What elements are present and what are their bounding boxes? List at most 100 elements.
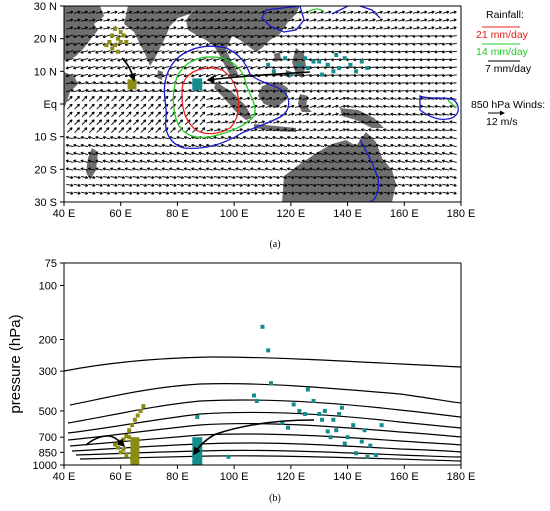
wind-vector: [250, 176, 258, 179]
wind-vector: [257, 50, 266, 54]
wind-vector: [124, 168, 133, 171]
wind-vector: [192, 103, 198, 110]
wind-vector-head: [78, 88, 82, 93]
wind-vector-head: [431, 175, 435, 180]
wind-vector: [346, 168, 354, 171]
wind-vector: [257, 42, 266, 46]
data-point: [320, 417, 325, 422]
data-point: [266, 62, 271, 67]
wind-vector-head: [217, 191, 221, 195]
wind-vector-head: [449, 73, 452, 78]
wind-vector-head: [394, 18, 398, 22]
wind-vector: [110, 152, 118, 155]
wind-vector-head: [390, 143, 394, 148]
wind-vector-head: [220, 34, 224, 39]
wind-vector: [147, 50, 155, 54]
wind-vector-head: [203, 81, 207, 85]
wind-vector: [309, 19, 317, 22]
wind-vector: [412, 136, 420, 140]
wind-vector-head: [335, 120, 339, 124]
wind-vector: [390, 129, 398, 132]
wind-vector: [287, 128, 295, 132]
wind-vector: [427, 90, 435, 92]
wind-vector-head: [320, 112, 324, 116]
wind-vector: [73, 176, 81, 179]
wind-vector-head: [284, 183, 288, 187]
contour-14mm-ne: [307, 8, 457, 109]
wind-vector-head: [102, 50, 106, 54]
wind-vector: [80, 89, 89, 93]
wind-vector-head: [419, 143, 423, 148]
wind-vector: [184, 176, 192, 179]
wind-vector: [442, 152, 450, 155]
wind-vector-head: [257, 81, 261, 85]
wind-vector-head: [301, 135, 305, 140]
wind-vector-head: [161, 159, 165, 163]
wind-vector-head: [372, 175, 376, 180]
wind-vector: [316, 35, 325, 37]
wind-vector-head: [316, 65, 320, 70]
wind-vector: [287, 50, 295, 53]
wind-vector: [302, 105, 309, 108]
wind-vector-head: [426, 34, 430, 38]
wind-vector: [427, 35, 435, 37]
wind-vector: [353, 97, 361, 100]
wind-vector-head: [353, 135, 357, 140]
wind-vector-head: [210, 104, 214, 108]
wind-vector-head: [135, 103, 139, 107]
wind-vector: [361, 82, 369, 84]
wind-vector: [183, 136, 192, 140]
wind-vector-head: [150, 119, 154, 123]
wind-vector-head: [365, 26, 369, 30]
wind-vector: [420, 191, 428, 194]
wind-vector-head: [412, 58, 416, 62]
wind-vector-head: [92, 10, 96, 14]
data-point: [132, 459, 137, 464]
wind-vector-head: [102, 74, 106, 78]
wind-vector-head: [99, 175, 103, 180]
wind-vector: [390, 43, 398, 45]
wind-vector-head: [449, 128, 453, 132]
wind-vector: [74, 111, 80, 118]
isentrope-7: [71, 442, 461, 453]
wind-vector: [242, 152, 251, 155]
wind-vector-head: [95, 58, 99, 62]
wind-vector-head: [368, 151, 372, 155]
wind-vector-head: [107, 26, 111, 30]
wind-vector-head: [124, 151, 128, 155]
wind-vector-head: [338, 167, 342, 171]
wind-vector: [361, 105, 369, 108]
wind-vector: [368, 113, 376, 116]
wind-vector-head: [92, 18, 96, 22]
wind-vector: [287, 191, 295, 194]
y-tick-label: 200: [39, 334, 57, 346]
wind-vector-head: [139, 74, 143, 78]
wind-vector-head: [247, 96, 251, 101]
wind-vector-head: [313, 26, 317, 30]
wind-vector-head: [353, 104, 357, 108]
x-tick-label: 80 E: [166, 471, 189, 483]
wind-vector-head: [397, 65, 401, 70]
wind-vector: [294, 90, 302, 92]
wind-vector: [250, 136, 258, 140]
wind-vector-head: [301, 65, 305, 70]
wind-vector-head: [294, 73, 298, 78]
wind-vector-head: [166, 10, 170, 14]
wind-vector-head: [261, 128, 265, 132]
wind-vector: [272, 121, 280, 124]
wind-vector: [228, 191, 236, 194]
wind-vector: [346, 19, 354, 22]
wind-vector: [235, 34, 244, 38]
wind-vector-head: [217, 96, 221, 101]
wind-vector-head: [427, 120, 431, 124]
wind-vector-head: [102, 135, 106, 140]
wind-vector-head: [158, 183, 162, 187]
wind-vector: [368, 97, 376, 100]
wind-vector: [161, 58, 170, 62]
wind-vector-head: [121, 10, 125, 14]
wind-vector: [442, 121, 450, 124]
wind-vector-head: [390, 135, 394, 140]
wind-vector-head: [188, 26, 192, 30]
wind-vector: [103, 19, 110, 22]
wind-vector: [390, 105, 398, 108]
